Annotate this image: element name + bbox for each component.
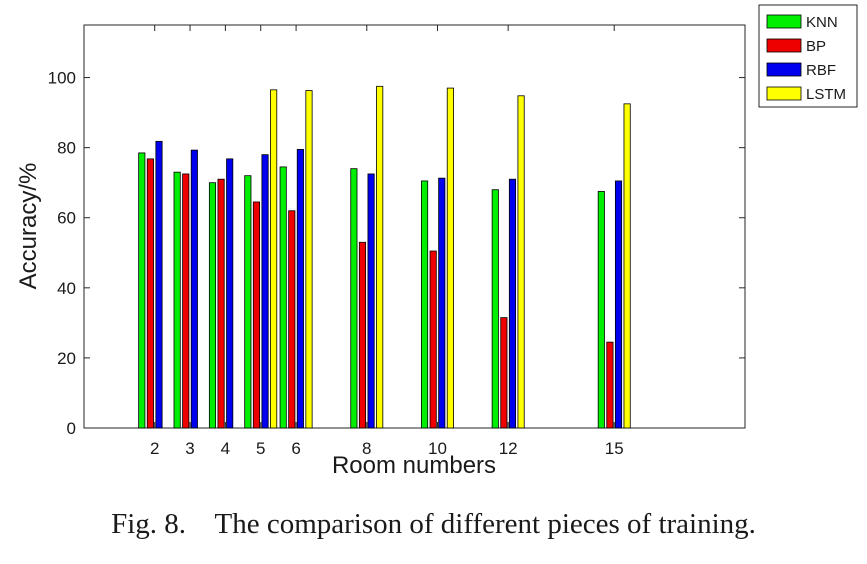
bar-bp (429, 250, 437, 429)
legend-swatch (766, 14, 802, 29)
bar-lstm (623, 103, 631, 429)
x-tick-label: 6 (291, 439, 300, 458)
bar-knn (491, 189, 499, 429)
bar-knn (208, 182, 217, 429)
bar-rbf (190, 149, 198, 429)
bar-lstm (376, 85, 384, 429)
bar-knn (421, 180, 429, 429)
y-axis: 0 20 40 60 80 100 (48, 69, 745, 438)
bar-knn (350, 168, 358, 429)
bar-rbf (155, 140, 163, 429)
y-tick-label: 60 (57, 209, 76, 228)
y-tick-label: 100 (48, 69, 76, 88)
bar-knn (279, 166, 287, 429)
y-axis-title: Accuracy/% (15, 163, 42, 290)
y-tick-label: 20 (57, 349, 76, 368)
x-tick-label: 12 (499, 439, 518, 458)
x-tick-label: 5 (256, 439, 265, 458)
legend-swatch (766, 86, 802, 101)
bar-bp (217, 178, 225, 429)
legend-label: KNN (806, 14, 838, 31)
x-axis: 2 3 4 5 6 8 10 12 15 (150, 25, 624, 458)
x-tick-label: 3 (185, 439, 194, 458)
bar-knn (173, 171, 181, 429)
bar-bp (500, 317, 508, 429)
bar-knn (244, 175, 252, 429)
bar-rbf (367, 173, 375, 429)
legend-swatch (766, 62, 802, 77)
x-tick-label: 10 (428, 439, 447, 458)
bar-bp (252, 201, 260, 429)
bar-knn (597, 191, 605, 429)
y-tick-label: 0 (67, 419, 76, 438)
legend: KNN BP RBF LSTM (758, 4, 858, 108)
bar-rbf (508, 178, 517, 429)
x-axis-title: Room numbers (332, 452, 496, 479)
bar-lstm (517, 95, 525, 429)
bar-bp (358, 241, 367, 429)
bar-rbf (261, 154, 269, 429)
bar-lstm (446, 87, 454, 429)
figure-caption: Fig. 8. The comparison of different piec… (111, 508, 756, 540)
bar-knn (138, 152, 146, 429)
bar-bp (182, 173, 190, 429)
x-tick-label: 4 (221, 439, 230, 458)
y-tick-label: 80 (57, 139, 76, 158)
bar-rbf (296, 149, 304, 429)
bar-lstm (270, 89, 278, 429)
y-tick-label: 40 (57, 279, 76, 298)
bars-group (138, 85, 631, 429)
legend-swatch (766, 38, 802, 53)
bar-rbf (438, 177, 446, 429)
legend-label: BP (806, 38, 826, 55)
bar-bp (606, 341, 614, 429)
bar-chart: 0 20 40 60 80 100 2 3 4 5 6 8 10 12 15 Room numbers A… (15, 4, 858, 479)
x-tick-label: 15 (605, 439, 624, 458)
bar-lstm (305, 90, 313, 429)
legend-label: RBF (806, 62, 836, 79)
bar-bp (288, 210, 296, 429)
bar-bp (146, 158, 154, 429)
bar-rbf (614, 180, 623, 429)
bar-rbf (226, 158, 234, 429)
x-tick-label: 8 (362, 439, 371, 458)
x-tick-label: 2 (150, 439, 159, 458)
legend-label: LSTM (806, 86, 846, 103)
